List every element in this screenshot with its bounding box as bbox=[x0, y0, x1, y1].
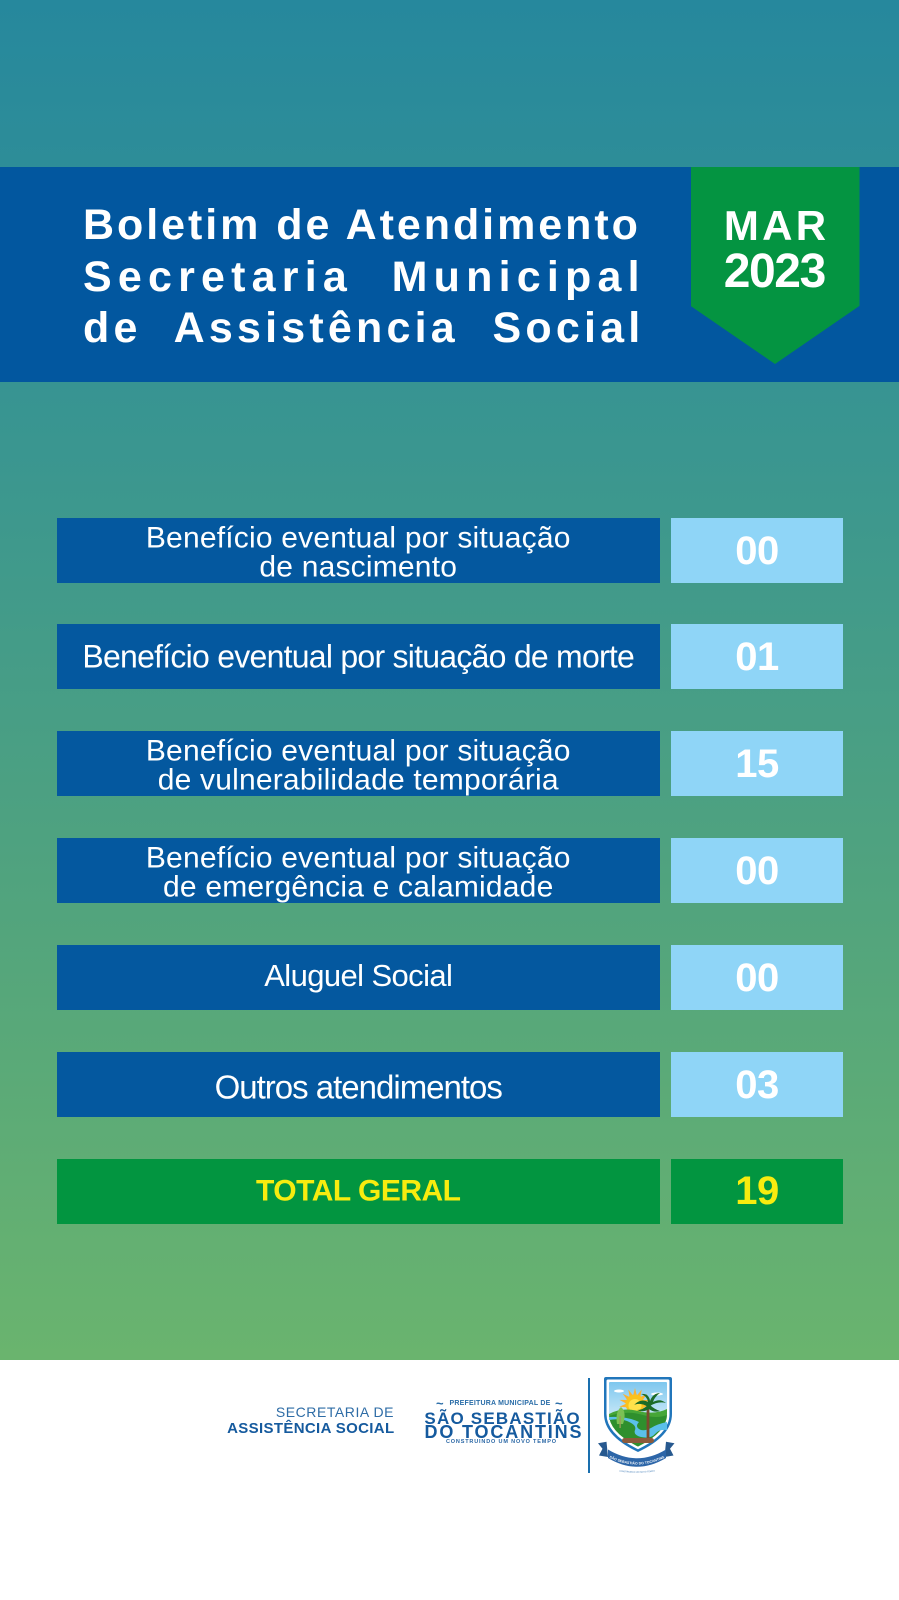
svg-text:CONSTRUINDO UM NOVO TEMPO: CONSTRUINDO UM NOVO TEMPO bbox=[619, 1470, 655, 1473]
